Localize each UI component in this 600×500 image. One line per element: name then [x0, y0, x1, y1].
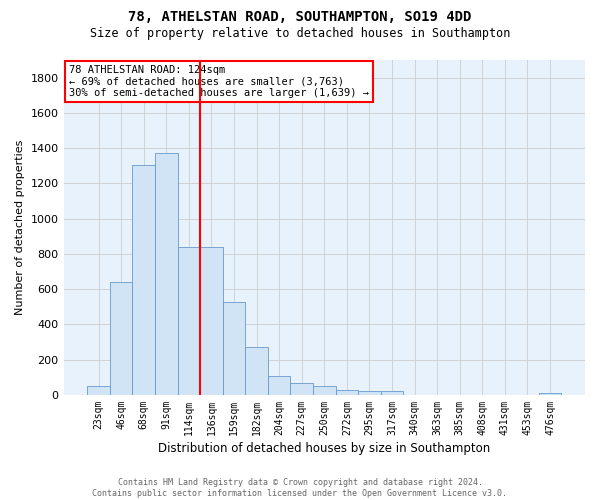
Bar — [87, 386, 110, 395]
Bar — [133, 165, 155, 395]
Text: 78 ATHELSTAN ROAD: 124sqm
← 69% of detached houses are smaller (3,763)
30% of se: 78 ATHELSTAN ROAD: 124sqm ← 69% of detac… — [69, 65, 369, 98]
Bar — [358, 392, 381, 395]
Bar — [539, 393, 561, 395]
Bar — [313, 386, 335, 395]
Bar — [178, 247, 200, 395]
Text: Size of property relative to detached houses in Southampton: Size of property relative to detached ho… — [90, 28, 510, 40]
Bar — [155, 154, 178, 395]
X-axis label: Distribution of detached houses by size in Southampton: Distribution of detached houses by size … — [158, 442, 490, 455]
Bar — [335, 390, 358, 395]
Bar — [268, 376, 290, 395]
Text: Contains HM Land Registry data © Crown copyright and database right 2024.
Contai: Contains HM Land Registry data © Crown c… — [92, 478, 508, 498]
Bar — [223, 302, 245, 395]
Y-axis label: Number of detached properties: Number of detached properties — [15, 140, 25, 315]
Text: 78, ATHELSTAN ROAD, SOUTHAMPTON, SO19 4DD: 78, ATHELSTAN ROAD, SOUTHAMPTON, SO19 4D… — [128, 10, 472, 24]
Bar — [290, 384, 313, 395]
Bar — [200, 247, 223, 395]
Bar — [381, 392, 403, 395]
Bar — [245, 348, 268, 395]
Bar — [110, 282, 133, 395]
